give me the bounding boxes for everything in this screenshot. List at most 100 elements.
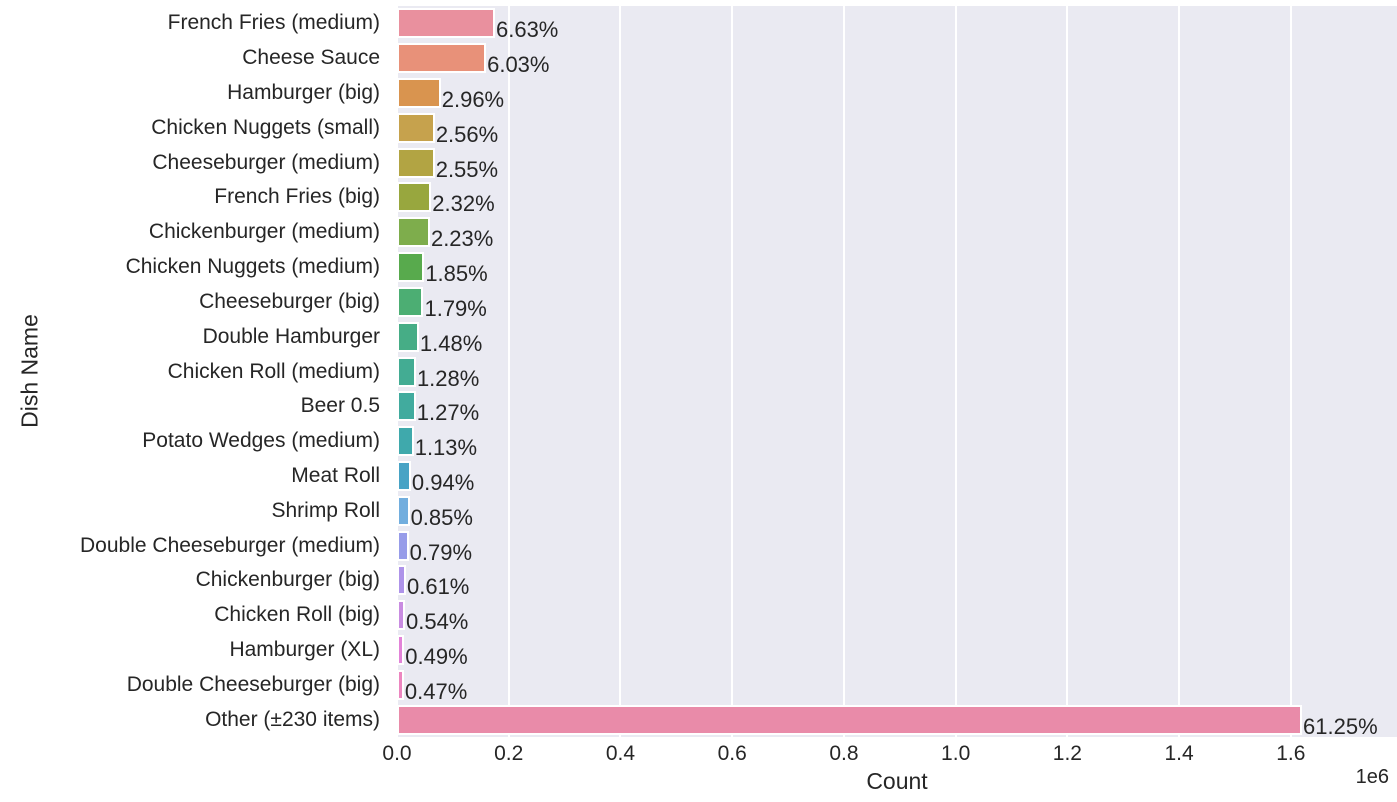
bar-value-label: 0.79% [409, 539, 473, 565]
bar-value-label: 2.55% [435, 156, 499, 182]
y-tick-label: Double Cheeseburger (big) [126, 672, 380, 696]
y-tick-label: Chicken Roll (big) [214, 603, 380, 627]
bar-value-label: 1.13% [414, 435, 478, 461]
bars-container: 6.63% 6.03% 2.96% 2.56% 2.55% 2.32% 2.23% 1.85%… [397, 6, 1397, 737]
bar-value-label: 2.96% [441, 87, 505, 113]
bar-row: 0.79% [397, 528, 1397, 563]
bar-value-label: 0.54% [405, 609, 469, 635]
bar-value-label: 2.56% [435, 121, 499, 147]
bar [397, 495, 410, 526]
bar-row: 2.96% [397, 76, 1397, 111]
bar-value-label: 2.23% [430, 226, 494, 252]
gridline [619, 6, 622, 737]
bar [397, 530, 409, 561]
x-tick-label: 1.6 [1276, 742, 1306, 765]
bar-value-label: 0.85% [410, 504, 473, 530]
bar-row: 1.13% [397, 424, 1397, 459]
gridline [842, 6, 845, 737]
y-tick-label: Other (±230 items) [205, 707, 380, 731]
bar [397, 182, 432, 213]
bar-row: 1.85% [397, 250, 1397, 285]
bar-row: 2.56% [397, 110, 1397, 145]
bar [397, 356, 416, 387]
y-tick-label: Beer 0.5 [300, 394, 380, 418]
x-tick-label: 0.6 [717, 742, 747, 765]
y-tick-label: Potato Wedges (medium) [142, 429, 380, 453]
gridline [731, 6, 734, 737]
bar-value-label: 1.79% [424, 295, 487, 321]
bar-row: 6.63% [397, 6, 1397, 41]
x-tick-label: 0.0 [382, 742, 412, 765]
bar-row: 0.47% [397, 667, 1397, 702]
bar-row: 6.03% [397, 41, 1397, 76]
y-tick-label: Chicken Roll (medium) [167, 359, 380, 383]
bar-row: 0.49% [397, 633, 1397, 668]
gridline [507, 6, 510, 737]
y-tick-label: Hamburger (XL) [229, 638, 380, 662]
y-tick-label: Hamburger (big) [227, 81, 380, 105]
bar [397, 78, 441, 109]
bar-row: 1.48% [397, 319, 1397, 354]
bar-row: 1.28% [397, 354, 1397, 389]
x-tick-label: 1.2 [1052, 742, 1082, 765]
bar-value-label: 1.28% [416, 365, 480, 391]
y-tick-label: Chicken Nuggets (medium) [125, 255, 380, 279]
y-tick-label: French Fries (big) [214, 185, 380, 209]
y-tick-label: Cheese Sauce [242, 46, 380, 70]
bar-value-label: 0.94% [411, 469, 475, 495]
y-tick-label: Cheeseburger (medium) [152, 150, 380, 174]
bar [397, 8, 495, 39]
y-tick-label: Meat Roll [291, 463, 380, 487]
y-tick-label: Double Hamburger [202, 324, 380, 348]
bar-value-label: 0.61% [406, 574, 470, 600]
bar [397, 112, 435, 143]
bar [397, 600, 405, 631]
x-tick-label: 0.8 [829, 742, 859, 765]
bar-value-label: 6.63% [495, 17, 559, 43]
x-tick-label: 1.0 [941, 742, 971, 765]
y-tick-label: Cheeseburger (big) [199, 289, 380, 313]
bar [397, 391, 416, 422]
y-tick-label: Double Cheeseburger (medium) [80, 533, 380, 557]
y-tick-label: Chickenburger (medium) [148, 220, 380, 244]
bar-value-label: 6.03% [487, 52, 550, 78]
x-tick-label: 0.2 [494, 742, 524, 765]
x-tick-label: 1.4 [1164, 742, 1194, 765]
x-axis-title: Count [866, 768, 928, 794]
gridline [1066, 6, 1069, 737]
bar [397, 217, 430, 248]
bar [397, 426, 414, 457]
bar-value-label: 2.32% [432, 191, 495, 217]
bar-row: 2.32% [397, 180, 1397, 215]
y-tick-label: Chicken Nuggets (small) [151, 115, 380, 139]
x-tick-labels: 0.0 0.2 0.4 0.6 0.8 1.0 1.2 1.4 1.6 [382, 742, 1397, 768]
y-tick-label: French Fries (medium) [167, 11, 380, 35]
gridline [954, 6, 957, 737]
y-tick-labels: French Fries (medium) Cheese Sauce Hamburg… [0, 6, 389, 737]
bar-row: 0.94% [397, 459, 1397, 495]
y-tick-label: Chickenburger (big) [195, 568, 380, 592]
bar [397, 286, 424, 317]
bar-value-label: 0.49% [405, 644, 468, 670]
bar [397, 669, 404, 700]
bar-row: 1.27% [397, 389, 1397, 424]
bar-value-label: 61.25% [1303, 713, 1378, 739]
bar [397, 321, 419, 352]
bar-value-label: 1.85% [425, 261, 488, 287]
bar-row: 0.54% [397, 598, 1397, 633]
bar-value-label: 1.27% [416, 400, 480, 426]
bar-row: 0.61% [397, 563, 1397, 598]
bar-row: 61.25% [397, 702, 1397, 737]
gridline [1178, 6, 1181, 737]
axis-multiplier-label: 1e6 [1355, 766, 1389, 788]
bar [397, 565, 406, 596]
x-tick-label: 0.4 [605, 742, 636, 765]
bar [397, 252, 425, 283]
bar-row: 1.79% [397, 285, 1397, 321]
bar-value-label: 1.48% [419, 330, 483, 356]
bar [397, 635, 405, 666]
y-tick-label: Shrimp Roll [271, 498, 380, 522]
bar [397, 704, 1303, 735]
bar [397, 43, 487, 74]
